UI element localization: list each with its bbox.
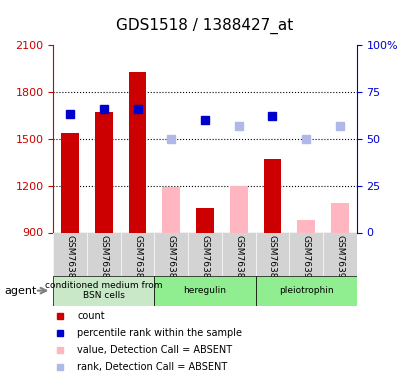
Text: conditioned medium from
BSN cells: conditioned medium from BSN cells (45, 281, 162, 300)
Text: GSM76383: GSM76383 (65, 235, 74, 284)
Bar (229, 186, 247, 232)
FancyBboxPatch shape (154, 276, 255, 306)
FancyBboxPatch shape (53, 276, 154, 306)
Bar (61, 132, 79, 232)
Bar (330, 203, 348, 232)
Text: GDS1518 / 1388427_at: GDS1518 / 1388427_at (116, 18, 293, 34)
Text: GSM76385: GSM76385 (133, 235, 142, 284)
Text: GSM76386: GSM76386 (166, 235, 175, 284)
Bar (128, 72, 146, 232)
Text: pleiotrophin: pleiotrophin (278, 286, 333, 295)
Text: heregulin: heregulin (183, 286, 226, 295)
Text: agent: agent (4, 286, 36, 296)
Text: GSM76391: GSM76391 (335, 235, 344, 284)
Text: GSM76389: GSM76389 (267, 235, 276, 284)
Bar (162, 187, 180, 232)
FancyBboxPatch shape (255, 276, 356, 306)
Text: GSM76388: GSM76388 (234, 235, 243, 284)
Text: count: count (77, 311, 105, 321)
Text: GSM76384: GSM76384 (99, 235, 108, 284)
Text: percentile rank within the sample: percentile rank within the sample (77, 328, 242, 338)
Bar (297, 220, 314, 232)
Text: rank, Detection Call = ABSENT: rank, Detection Call = ABSENT (77, 362, 227, 372)
Text: value, Detection Call = ABSENT: value, Detection Call = ABSENT (77, 345, 232, 355)
Bar (196, 207, 213, 232)
Bar (263, 159, 281, 232)
Bar (95, 112, 112, 232)
Text: GSM76390: GSM76390 (301, 235, 310, 284)
FancyBboxPatch shape (53, 232, 356, 276)
Text: GSM76387: GSM76387 (200, 235, 209, 284)
